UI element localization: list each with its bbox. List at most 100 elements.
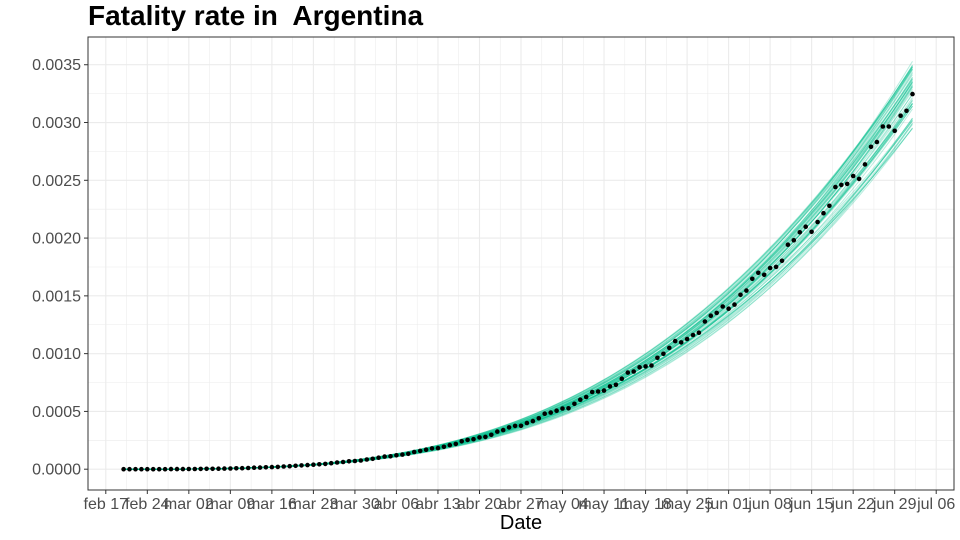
grid xyxy=(88,37,954,490)
observed-point xyxy=(370,456,376,462)
observed-point xyxy=(779,258,785,264)
observed-point xyxy=(797,230,803,235)
observed-point xyxy=(744,288,749,293)
observed-point xyxy=(631,369,636,374)
simulation-line xyxy=(123,127,913,470)
observed-point xyxy=(376,455,381,461)
x-tick-label: abr 06 xyxy=(374,496,419,513)
observed-point xyxy=(720,304,725,309)
observed-point xyxy=(684,336,690,342)
observed-point xyxy=(133,466,138,472)
x-tick-label: mar 30 xyxy=(330,496,380,513)
x-axis-title: Date xyxy=(500,512,542,534)
observed-point xyxy=(554,408,559,414)
observed-point xyxy=(886,124,892,129)
x-tick-label: may 18 xyxy=(619,496,672,513)
observed-point xyxy=(483,434,488,440)
y-tick-label: 0.0015 xyxy=(32,288,81,305)
observed-point xyxy=(678,340,684,345)
simulation-line xyxy=(123,103,913,470)
y-tick-label: 0.0020 xyxy=(32,231,81,248)
observed-point xyxy=(732,302,737,307)
x-tick-label: feb 24 xyxy=(125,496,170,513)
observed-point xyxy=(121,466,126,472)
observed-point xyxy=(643,364,648,369)
observed-point xyxy=(168,466,174,472)
simulation-line xyxy=(123,68,913,470)
observed-point xyxy=(471,436,476,442)
x-tick-label: jun 29 xyxy=(872,496,917,513)
simulation-line xyxy=(123,106,913,470)
simulation-line xyxy=(123,128,913,470)
simulation-line xyxy=(123,66,913,470)
simulation-line xyxy=(123,79,913,470)
observed-point xyxy=(880,124,886,129)
x-tick-label: may 25 xyxy=(661,496,714,513)
observed-point xyxy=(423,447,429,453)
observed-points xyxy=(121,91,915,472)
simulation-line xyxy=(123,97,913,470)
x-tick-label: jun 08 xyxy=(747,496,792,513)
observed-point xyxy=(761,272,767,278)
observed-point xyxy=(204,466,209,472)
observed-point xyxy=(222,466,227,471)
x-tick-label: abr 13 xyxy=(415,496,460,513)
simulation-line xyxy=(123,67,913,470)
observed-point xyxy=(180,466,186,472)
observed-point xyxy=(251,465,257,471)
observed-point xyxy=(548,410,553,415)
simulation-line xyxy=(123,66,913,470)
observed-point xyxy=(269,464,275,470)
simulation-line xyxy=(123,120,913,470)
observed-point xyxy=(210,466,215,472)
observed-point xyxy=(833,184,838,190)
simulation-line xyxy=(123,65,913,470)
observed-point xyxy=(459,439,465,444)
axes: 0.0000 0.0005 0.0010 0.0015 0.0020 0.0025 0.00… xyxy=(32,57,955,513)
simulation-line xyxy=(123,103,913,470)
observed-point xyxy=(560,406,565,411)
observed-point xyxy=(821,210,826,216)
observed-point xyxy=(690,332,696,338)
simulation-line xyxy=(123,93,913,470)
x-tick-label: abr 20 xyxy=(457,496,502,513)
observed-point xyxy=(750,276,755,282)
x-tick-label: abr 27 xyxy=(498,496,543,513)
observed-point xyxy=(162,466,168,472)
y-tick-label: 0.0010 xyxy=(32,346,81,363)
observed-point xyxy=(506,425,512,430)
simulation-line xyxy=(123,99,913,470)
observed-point xyxy=(542,411,547,417)
observed-point xyxy=(257,465,263,470)
observed-point xyxy=(400,452,405,457)
observed-point xyxy=(625,370,631,375)
observed-point xyxy=(352,458,358,464)
y-tick-label: 0.0025 xyxy=(32,173,81,190)
observed-point xyxy=(850,173,856,179)
observed-point xyxy=(898,113,903,118)
simulation-line xyxy=(123,118,913,470)
observed-point xyxy=(518,423,524,429)
observed-point xyxy=(275,464,281,470)
observed-point xyxy=(803,224,808,229)
x-tick-label: mar 16 xyxy=(247,496,297,513)
simulation-line xyxy=(123,88,913,470)
observed-point xyxy=(667,345,672,351)
observed-point xyxy=(856,176,862,182)
observed-point xyxy=(174,466,180,472)
observed-point xyxy=(696,330,702,336)
observed-point xyxy=(411,449,417,455)
x-tick-label: mar 23 xyxy=(288,496,338,513)
observed-point xyxy=(156,466,162,472)
observed-point xyxy=(756,270,761,276)
simulation-line xyxy=(123,68,913,470)
observed-point xyxy=(406,451,411,457)
observed-point xyxy=(465,437,470,443)
observed-point xyxy=(323,461,328,467)
y-tick-label: 0.0005 xyxy=(32,404,81,421)
observed-point xyxy=(435,445,441,451)
observed-point xyxy=(785,242,791,247)
observed-point xyxy=(583,394,589,400)
observed-point xyxy=(447,442,453,448)
x-tick-label: jun 22 xyxy=(830,496,875,513)
